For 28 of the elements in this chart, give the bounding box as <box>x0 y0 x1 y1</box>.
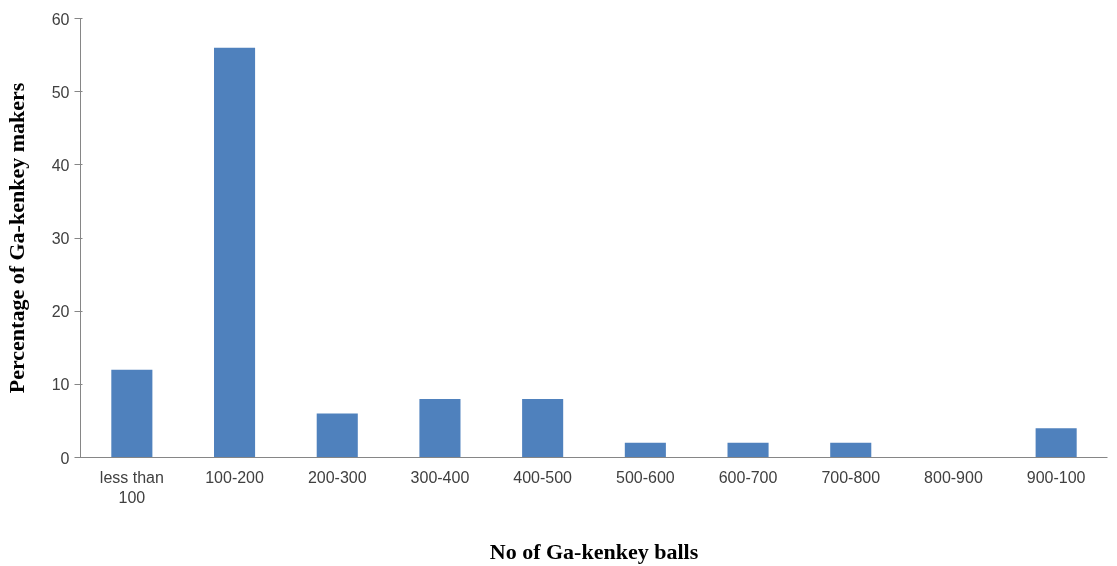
x-axis-title: No of Ga-kenkey balls <box>489 538 699 564</box>
y-tick-label: 60 <box>51 10 70 28</box>
y-tick-label: 0 <box>60 449 70 467</box>
x-tick-label: less than 100 <box>99 468 164 506</box>
bar <box>1035 428 1077 458</box>
y-tick-label: 20 <box>51 303 70 321</box>
x-tick-label: 500-600 <box>615 468 675 486</box>
bar <box>419 398 461 458</box>
x-tick-label: 400-500 <box>513 468 573 486</box>
x-tick-label: 300-400 <box>410 468 470 486</box>
y-tick-label: 30 <box>51 230 70 247</box>
x-tick-label: 100-200 <box>205 468 265 486</box>
bar <box>727 442 769 458</box>
y-axis-title: Percentage of Ga-kenkey makers <box>3 82 29 394</box>
x-tick-label: 900-100 <box>1026 468 1086 486</box>
x-tick-label: 700-800 <box>821 468 881 486</box>
bar <box>624 442 666 458</box>
bar <box>830 442 872 458</box>
x-tick-label: 200-300 <box>307 468 367 486</box>
y-tick-label: 10 <box>51 376 70 394</box>
bar <box>316 413 358 458</box>
x-tick-label: 800-900 <box>924 468 983 486</box>
bar <box>214 47 256 458</box>
x-tick-label: 600-700 <box>718 468 778 486</box>
y-tick-label: 40 <box>51 156 70 174</box>
bar <box>522 398 564 458</box>
bar <box>111 369 153 458</box>
y-tick-label: 50 <box>51 83 70 101</box>
